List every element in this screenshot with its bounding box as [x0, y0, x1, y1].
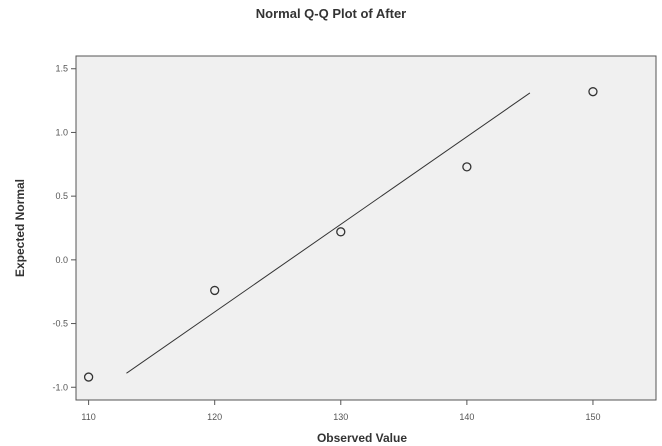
chart-title: Normal Q-Q Plot of After — [256, 6, 406, 21]
y-axis-title: Expected Normal — [13, 179, 27, 277]
plot-area — [75, 55, 657, 401]
x-tick-label: 110 — [81, 412, 95, 422]
data-point — [336, 227, 346, 237]
data-point — [83, 372, 94, 382]
reference-line — [126, 92, 531, 374]
y-axis: -1.0 -0.5 0.0 0.5 1.0 1.5 — [52, 64, 76, 392]
x-tick-label: 150 — [585, 412, 600, 422]
x-axis-title: Observed Value — [317, 431, 407, 445]
y-tick-label: 1.5 — [55, 64, 68, 74]
y-tick-label: -0.5 — [52, 319, 68, 329]
x-tick-label: 140 — [459, 412, 474, 422]
x-tick-label: 130 — [333, 412, 348, 422]
data-point — [210, 285, 220, 296]
data-points — [83, 87, 598, 382]
y-tick-label: 1.0 — [55, 127, 68, 137]
data-point — [588, 87, 598, 97]
x-tick-label: 120 — [207, 412, 222, 422]
y-tick-label: 0.0 — [55, 255, 68, 265]
x-axis: 110 120 130 140 150 — [81, 400, 600, 422]
data-point — [462, 162, 472, 172]
y-tick-label: -1.0 — [52, 382, 68, 392]
y-tick-label: 0.5 — [55, 191, 68, 201]
